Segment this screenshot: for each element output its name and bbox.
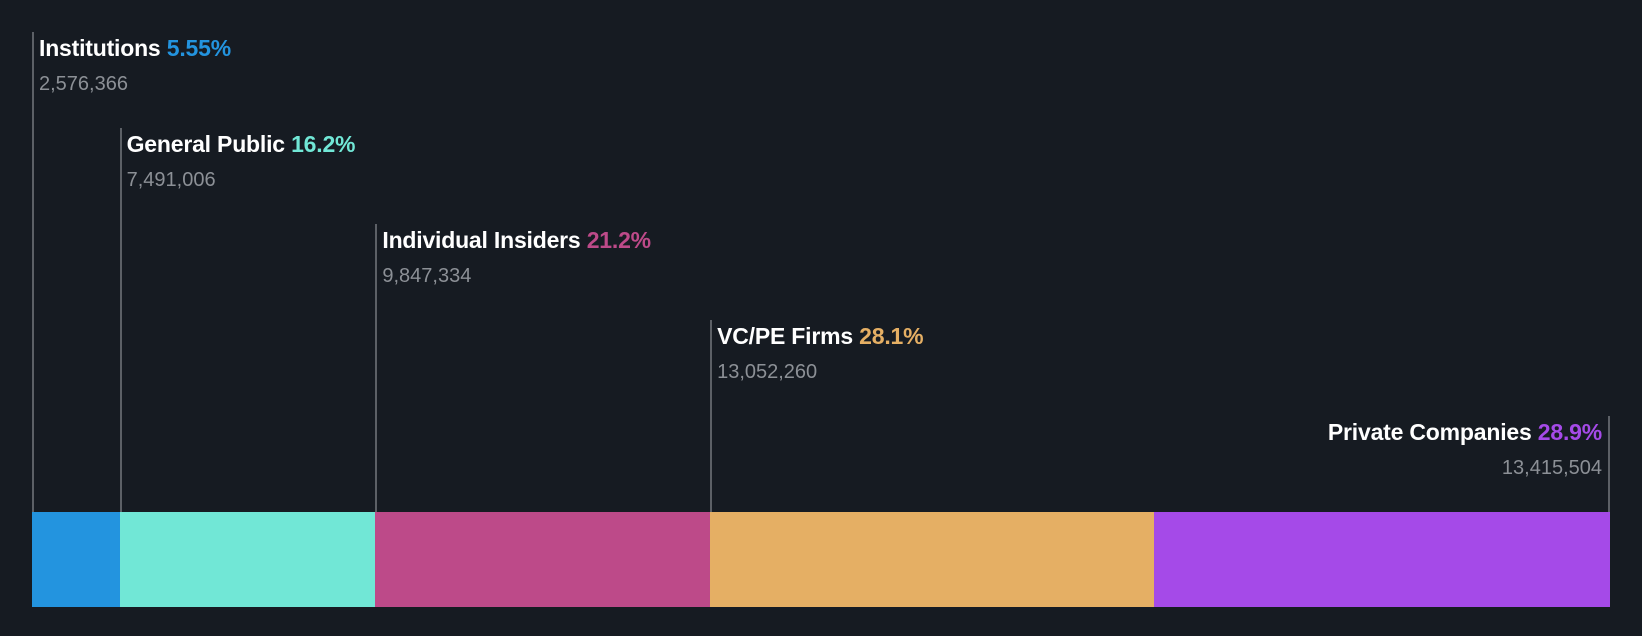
segment-title: Individual Insiders 21.2% (382, 225, 651, 255)
label-leader-line (1608, 416, 1610, 512)
segment-shares: 13,415,504 (1501, 457, 1602, 479)
bar-segment-private-companies[interactable] (1153, 512, 1611, 607)
segment-title: General Public 16.2% (127, 129, 356, 159)
bar-segment-individual-insiders[interactable] (375, 512, 711, 607)
bar-segment-vc-pe-firms[interactable] (710, 512, 1155, 607)
bar-segment-institutions[interactable] (32, 512, 121, 607)
segment-name: Individual Insiders (382, 227, 581, 253)
segment-shares: 13,052,260 (717, 361, 818, 383)
segment-name: VC/PE Firms (717, 323, 853, 349)
segment-percent: 28.1% (859, 323, 924, 349)
segment-title: Private Companies 28.9% (1328, 417, 1602, 447)
label-leader-line (119, 128, 122, 512)
segment-percent: 16.2% (291, 131, 356, 157)
label-leader-line (375, 224, 378, 512)
segment-percent: 28.9% (1537, 419, 1602, 445)
segment-shares: 7,491,006 (126, 169, 216, 191)
bar-segment-general-public[interactable] (119, 512, 376, 607)
segment-label: Individual Insiders 21.2% 9,847,334 (382, 225, 651, 289)
label-leader-line (710, 320, 713, 512)
segment-title: Institutions 5.55% (39, 33, 231, 63)
segment-name: Institutions (39, 35, 161, 61)
segment-shares: 9,847,334 (382, 265, 472, 287)
segment-shares: 2,576,366 (39, 73, 128, 95)
segment-percent: 5.55% (166, 35, 231, 61)
segment-name: General Public (126, 131, 285, 157)
segment-name: Private Companies (1327, 419, 1532, 445)
segment-title: VC/PE Firms 28.1% (717, 321, 923, 351)
segment-percent: 21.2% (586, 227, 651, 253)
segment-label: Institutions 5.55% 2,576,366 (39, 33, 231, 97)
segment-label: VC/PE Firms 28.1% 13,052,260 (717, 321, 923, 385)
segment-label: General Public 16.2% 7,491,006 (127, 129, 356, 193)
label-leader-line (32, 32, 34, 512)
segment-label: Private Companies 28.9% 13,415,504 (1328, 417, 1602, 481)
